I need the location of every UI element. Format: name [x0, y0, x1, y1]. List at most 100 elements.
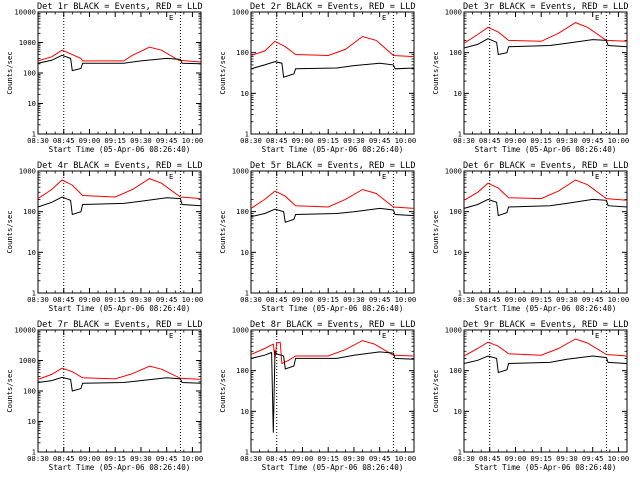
y-tick-label: 1000 — [232, 326, 249, 335]
y-tick-label: 100 — [449, 207, 462, 216]
events-series-line — [250, 207, 415, 223]
y-axis-label: Counts/sec — [218, 210, 227, 253]
x-tick-label: 10:00 — [182, 136, 204, 145]
chart-title: Det 4r BLACK = Events, RED = LLD — [37, 161, 203, 171]
plot-frame — [250, 170, 415, 294]
y-axis-label: Counts/sec — [5, 369, 14, 412]
x-tick-label: 08:30 — [27, 454, 49, 463]
x-tick-label: 08:30 — [240, 454, 262, 463]
y-tick-label: 1000 — [232, 8, 249, 17]
y-axis-label: Counts/sec — [218, 51, 227, 94]
corner-label: E — [169, 13, 173, 22]
x-axis-label: Start Time (05-Apr-06 08:26:40) — [475, 304, 617, 313]
x-tick-label: 10:00 — [608, 454, 630, 463]
x-tick-label: 08:45 — [479, 136, 501, 145]
x-tick-label: 09:30 — [343, 295, 365, 304]
x-tick-label: 09:15 — [104, 136, 126, 145]
y-tick-label: 1 — [245, 289, 249, 298]
x-tick-label: 09:15 — [530, 136, 552, 145]
events-series-line — [37, 196, 202, 216]
x-tick-label: 09:00 — [79, 295, 101, 304]
x-axis-label: Start Time (05-Apr-06 08:26:40) — [262, 463, 404, 472]
y-tick-label: 1000 — [19, 38, 36, 47]
x-tick-label: 08:45 — [53, 454, 75, 463]
chart-title: Det 5r BLACK = Events, RED = LLD — [250, 161, 416, 171]
plot-frame — [37, 11, 202, 135]
x-tick-label: 09:00 — [505, 136, 527, 145]
chart-title: Det 8r BLACK = Events, RED = LLD — [250, 320, 416, 330]
y-tick-label: 1 — [32, 289, 36, 298]
x-tick-label: 09:15 — [317, 136, 339, 145]
corner-label: E — [382, 172, 386, 181]
chart-panel-8: Det 8r BLACK = Events, RED = LLD 1 10 100 10… — [218, 320, 416, 472]
y-tick-label: 10 — [240, 407, 249, 416]
x-tick-label: 08:30 — [453, 295, 475, 304]
corner-label: E — [595, 172, 599, 181]
y-tick-label: 1000 — [445, 8, 462, 17]
lld-series-line — [250, 188, 415, 209]
y-tick-label: 1000 — [445, 326, 462, 335]
x-tick-label: 08:45 — [479, 295, 501, 304]
x-tick-label: 10:00 — [608, 136, 630, 145]
x-tick-label: 10:00 — [182, 295, 204, 304]
x-tick-label: 10:00 — [395, 136, 417, 145]
y-tick-label: 10000 — [14, 8, 36, 17]
y-axis-label: Counts/sec — [5, 210, 14, 253]
corner-label: E — [382, 13, 386, 22]
y-tick-label: 10 — [240, 248, 249, 257]
events-series-line — [463, 355, 628, 374]
corner-label: E — [169, 172, 173, 181]
plot-frame — [250, 11, 415, 135]
x-tick-label: 08:45 — [53, 136, 75, 145]
x-tick-label: 09:30 — [130, 295, 152, 304]
x-tick-label: 09:30 — [556, 454, 578, 463]
x-tick-label: 10:00 — [395, 295, 417, 304]
lld-series-line — [463, 22, 628, 44]
x-tick-label: 09:30 — [130, 136, 152, 145]
y-tick-label: 10 — [453, 248, 462, 257]
x-tick-label: 08:45 — [266, 454, 288, 463]
y-tick-label: 10 — [240, 89, 249, 98]
x-tick-label: 09:00 — [79, 136, 101, 145]
events-series-line — [37, 54, 202, 72]
lld-series-line — [37, 46, 202, 63]
chart-panel-3: Det 3r BLACK = Events, RED = LLD 1 10 100 10… — [431, 2, 629, 154]
lld-series-line — [463, 338, 628, 357]
x-tick-label: 09:30 — [343, 454, 365, 463]
y-tick-label: 100 — [23, 207, 36, 216]
y-tick-label: 1 — [458, 448, 462, 457]
x-tick-label: 09:45 — [369, 136, 391, 145]
x-tick-label: 09:00 — [292, 295, 314, 304]
x-tick-label: 08:30 — [27, 295, 49, 304]
lld-series-line — [250, 35, 415, 58]
x-tick-label: 09:45 — [582, 295, 604, 304]
x-tick-label: 08:30 — [240, 136, 262, 145]
events-series-line — [250, 349, 415, 433]
chart-panel-2: Det 2r BLACK = Events, RED = LLD 1 10 100 10… — [218, 2, 416, 154]
x-tick-label: 08:30 — [453, 136, 475, 145]
x-tick-label: 08:45 — [479, 454, 501, 463]
chart-title: Det 3r BLACK = Events, RED = LLD — [463, 2, 629, 12]
y-tick-label: 1 — [458, 289, 462, 298]
x-tick-label: 09:00 — [505, 295, 527, 304]
events-series-line — [37, 376, 202, 392]
y-tick-label: 1000 — [19, 356, 36, 365]
y-tick-label: 1000 — [232, 167, 249, 176]
y-tick-label: 100 — [23, 387, 36, 396]
events-series-line — [463, 198, 628, 217]
x-axis-label: Start Time (05-Apr-06 08:26:40) — [262, 145, 404, 154]
x-tick-label: 08:30 — [453, 454, 475, 463]
y-tick-label: 1 — [32, 130, 36, 139]
y-tick-label: 10000 — [14, 326, 36, 335]
y-tick-label: 10 — [453, 407, 462, 416]
x-tick-label: 08:30 — [240, 295, 262, 304]
y-tick-label: 10 — [27, 248, 36, 257]
x-tick-label: 09:15 — [530, 295, 552, 304]
chart-panel-1: Det 1r BLACK = Events, RED = LLD 1 10 100 10… — [5, 2, 203, 154]
lld-series-line — [463, 179, 628, 201]
x-tick-label: 09:30 — [343, 136, 365, 145]
chart-panel-5: Det 5r BLACK = Events, RED = LLD 1 10 100 10… — [218, 161, 416, 313]
x-tick-label: 08:45 — [53, 295, 75, 304]
lld-series-line — [250, 340, 415, 365]
